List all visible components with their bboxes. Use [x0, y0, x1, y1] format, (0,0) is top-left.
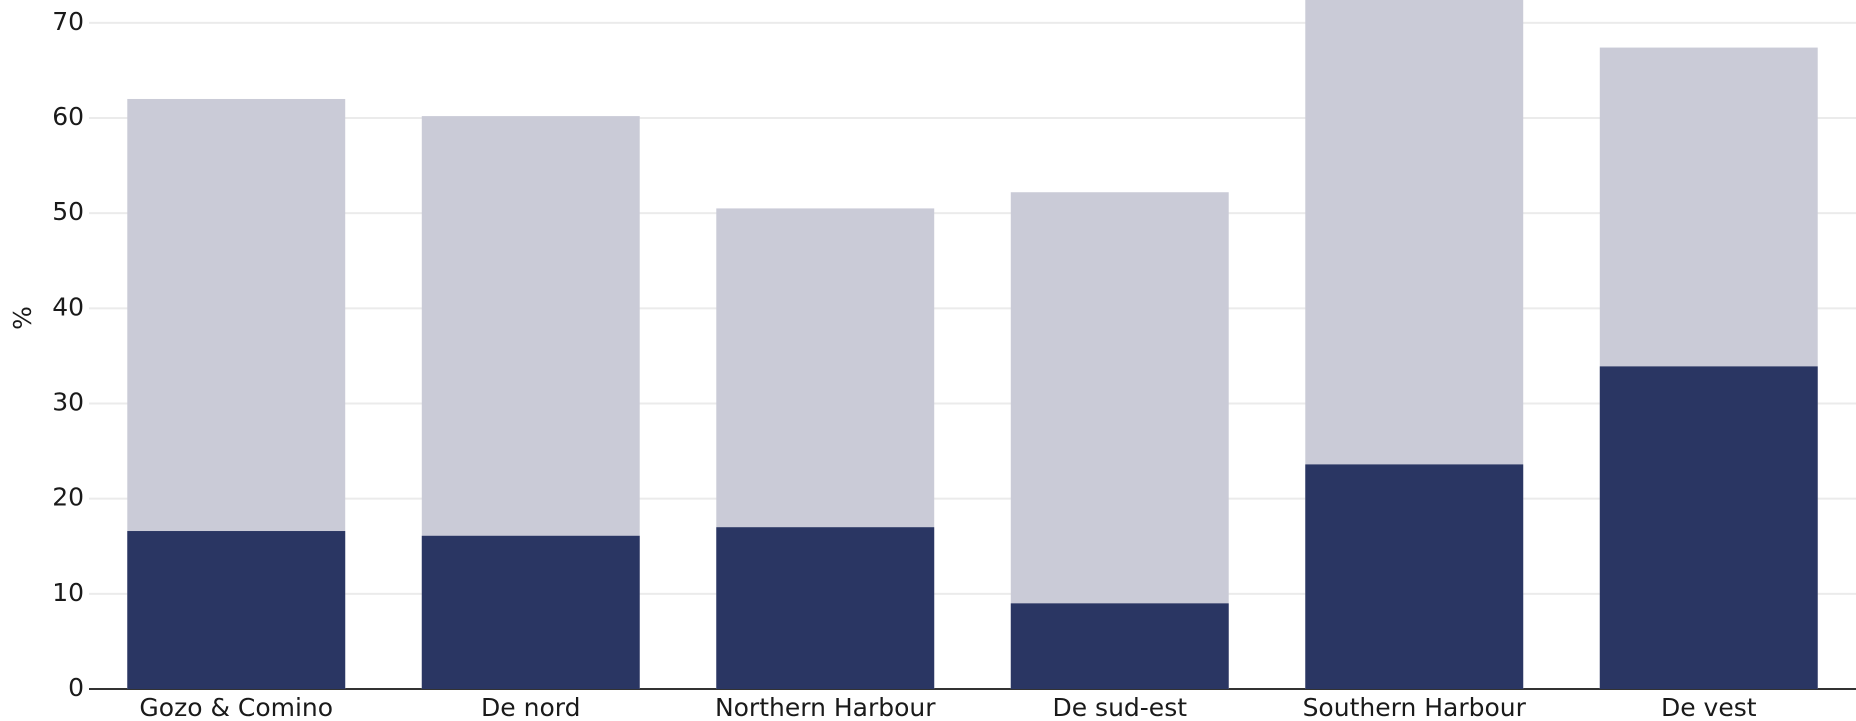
y-tick-label: 30 [52, 388, 84, 417]
y-tick-label: 0 [68, 673, 84, 702]
x-tick-label: De sud-est [1052, 693, 1187, 721]
x-tick-label: Northern Harbour [715, 693, 936, 721]
bar [1599, 366, 1818, 689]
x-tick-label: Gozo & Comino [139, 693, 333, 721]
y-tick-label: 60 [52, 102, 84, 131]
x-tick-label: Southern Harbour [1303, 693, 1527, 721]
bar [1305, 464, 1524, 689]
x-tick-label: De nord [481, 693, 580, 721]
y-axis-label: % [8, 306, 37, 330]
labels: 0 10 20 30 40 50 60 70 Gozo & Comino De nord North… [52, 7, 1757, 721]
bar [127, 531, 346, 689]
y-tick-label: 10 [52, 578, 84, 607]
bar [421, 535, 640, 689]
bar [1010, 603, 1229, 689]
y-tick-label: 20 [52, 483, 84, 512]
y-tick-label: 70 [52, 7, 84, 36]
x-tick-label: De vest [1661, 693, 1757, 721]
bars [127, 0, 1818, 690]
bar [716, 527, 935, 689]
grid [89, 21, 1856, 690]
y-tick-label: 40 [52, 292, 84, 321]
y-tick-label: 50 [52, 197, 84, 226]
